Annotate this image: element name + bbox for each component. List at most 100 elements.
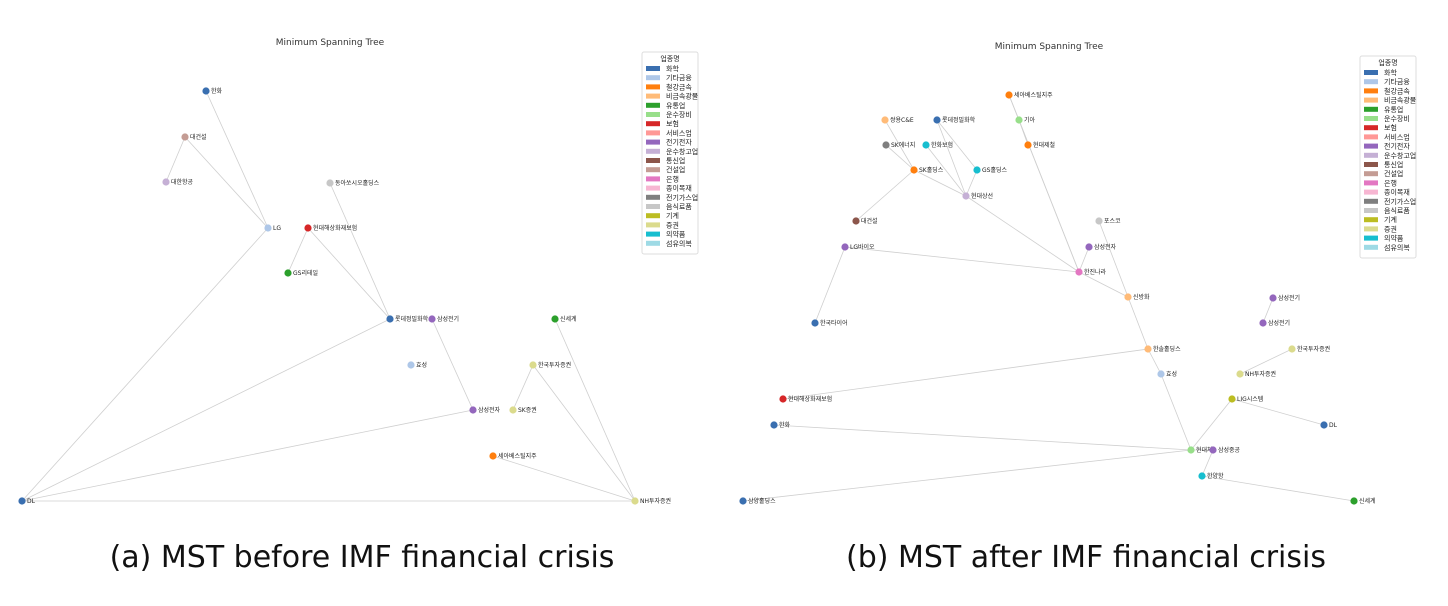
- legend-swatch: [646, 167, 660, 173]
- legend-label: 증권: [666, 221, 679, 229]
- node-label: GS리테일: [293, 269, 318, 277]
- graph-node: [551, 315, 559, 323]
- graph-node: [882, 141, 890, 149]
- node-label: NH투자증권: [640, 497, 671, 505]
- legend-swatch: [646, 158, 660, 163]
- legend-swatch: [1364, 217, 1378, 223]
- node-label: 삼성전기: [1278, 294, 1300, 302]
- legend-label: 섬유의복: [1384, 243, 1410, 252]
- mst-edge: [1098, 220, 1129, 298]
- mst-edge: [165, 136, 186, 183]
- legend-label: 의약품: [666, 230, 686, 239]
- legend-swatch: [646, 148, 660, 154]
- graph-node: [1005, 91, 1013, 99]
- mst-edge: [1262, 297, 1274, 324]
- node-label: SK홀딩스: [919, 166, 944, 174]
- legend-label: 화학: [1384, 68, 1397, 77]
- mst-edge: [1078, 271, 1129, 298]
- graph-node: [1236, 370, 1244, 378]
- graph-node: [304, 224, 312, 232]
- legend-swatch: [646, 75, 660, 81]
- mst-edge: [431, 318, 474, 411]
- legend-label: 통신업: [666, 156, 685, 165]
- panel-after: Minimum Spanning Tree 세아베스틸지주 기아 현대제철 쌍용C&E…: [724, 0, 1448, 606]
- graph-node: [1144, 345, 1152, 353]
- legend-label: 의약품: [1384, 234, 1404, 243]
- node-label: 동아쏘시오홀딩스: [335, 179, 380, 187]
- mst-edge: [925, 144, 967, 197]
- mst-edge: [21, 409, 474, 502]
- node-label: 한양항: [1207, 472, 1224, 480]
- legend-label: 기계: [666, 211, 679, 220]
- node-label: 현대상선: [971, 192, 993, 200]
- caption-before: (a) MST before IMF financial crisis: [109, 540, 615, 575]
- legend-swatch: [646, 231, 660, 237]
- legend-label: 운수창고업: [1384, 152, 1416, 160]
- mst-edge: [492, 455, 636, 502]
- mst-edge: [773, 424, 1192, 451]
- panel-before: Minimum Spanning Tree 한화 대건설 대한항공 LG 동아쏘시오홀딩…: [18, 38, 699, 575]
- node-label: 한화: [211, 88, 223, 95]
- legend-swatch: [1364, 226, 1378, 232]
- legend-swatch: [1364, 97, 1378, 103]
- legend-label: 건설업: [666, 165, 685, 174]
- node-label: 한화: [779, 422, 791, 429]
- legend-label: 전기가스업: [1384, 197, 1416, 206]
- graph-node: [162, 178, 170, 186]
- mst-edge: [205, 90, 269, 229]
- graph-node: [1288, 345, 1296, 353]
- legend-swatch: [1364, 106, 1378, 112]
- graph-node: [811, 319, 819, 327]
- legend-label: 종이목재: [666, 184, 692, 193]
- mst-edge: [554, 318, 636, 502]
- mst-edge: [913, 169, 967, 197]
- node-label: GS홀딩스: [982, 166, 1007, 174]
- graph-title: Minimum Spanning Tree: [995, 42, 1104, 52]
- mst-edge: [21, 227, 269, 502]
- legend-swatch: [1364, 208, 1378, 213]
- node-label: 한진나라: [1084, 268, 1107, 276]
- graph-node: [428, 315, 436, 323]
- legend-label: 유통업: [1384, 106, 1403, 114]
- legend-swatch: [1364, 143, 1378, 149]
- legend-swatch: [646, 102, 660, 108]
- graph-node: [407, 361, 415, 369]
- mst-edge: [1160, 373, 1192, 451]
- graph-node: [1259, 319, 1267, 327]
- node-label: 삼성전자: [1094, 243, 1117, 251]
- graph-node: [1085, 243, 1093, 251]
- node-label: 세아베스틸지주: [1014, 91, 1053, 99]
- legend-swatch: [1364, 70, 1378, 75]
- node-label: 한국투자증권: [538, 361, 571, 369]
- graph-node: [1209, 446, 1217, 454]
- mst-edge: [844, 246, 1080, 273]
- legend-swatch: [646, 130, 660, 136]
- node-label: 포스코: [1104, 218, 1121, 225]
- graph-node: [739, 497, 747, 505]
- legend-swatch: [646, 213, 660, 219]
- mst-edge: [1231, 398, 1325, 426]
- legend-label: 비금속광물: [1384, 96, 1417, 105]
- mst-edge: [1201, 449, 1214, 477]
- node-label: 삼성전자: [478, 406, 501, 414]
- legend-label: 운수장비: [1384, 114, 1410, 123]
- node-label: 신세계: [1359, 497, 1376, 505]
- graph-node: [1320, 421, 1328, 429]
- legend-swatch: [1364, 125, 1378, 131]
- graph-node: [1269, 294, 1277, 302]
- legend-label: 전기전자: [666, 138, 692, 147]
- mst-edge: [21, 318, 391, 502]
- graph-node: [1350, 497, 1358, 505]
- mst-edge: [782, 348, 1149, 400]
- node-label: 현대해상화재보험: [313, 224, 357, 232]
- legend-label: 운수장비: [666, 110, 692, 119]
- legend-swatch: [646, 240, 660, 246]
- graph-node: [326, 179, 334, 187]
- legend-label: 종이목재: [1384, 188, 1410, 197]
- mst-edge: [936, 119, 978, 171]
- legend-swatch: [1364, 162, 1378, 167]
- legend-swatch: [1364, 235, 1378, 241]
- mst-edge: [329, 182, 391, 320]
